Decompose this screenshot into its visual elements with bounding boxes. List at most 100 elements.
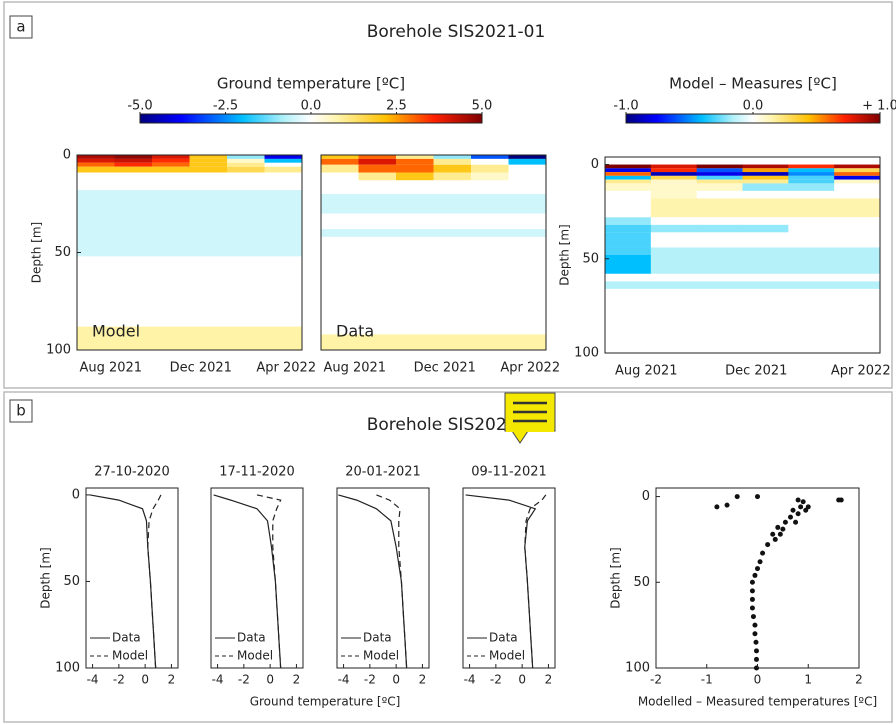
scatter-point [760,550,766,556]
heatmap-cell [114,326,153,350]
heatmap-cell [227,256,265,327]
heatmap-cell [742,217,789,225]
heatmap-cell [321,213,359,230]
y-tick-label: 100 [55,661,80,676]
scatter-point [765,542,771,548]
x-tick-label: 0 [754,673,762,687]
heatmap-cell [650,281,698,289]
heatmap-cell [264,162,303,167]
heatmap-cell [433,172,472,181]
scatter-point [753,665,759,671]
heatmap-cell [742,172,789,176]
y-tick-label: 0 [63,148,71,163]
heatmap-cell [605,172,652,176]
heatmap-cell [508,172,547,181]
heatmap-cell [508,229,547,237]
scatter-point [724,502,730,508]
heatmap-cell [508,180,547,194]
scatter-point [752,572,758,578]
x-axis-label: Modelled – Measured temperatures [ºC] [638,695,877,709]
heatmap-cell [433,213,472,230]
heatmap-cell [321,158,359,165]
heatmap-cell [788,232,835,248]
heatmap-cell [834,172,881,176]
heatmap-cell [788,255,835,274]
panel-b [3,391,893,723]
heatmap-cell [605,164,652,169]
x-tick-label: Dec 2021 [170,361,232,376]
plot-frame [320,154,547,351]
profile-line [376,494,408,669]
heatmap-cell [650,232,698,248]
heatmap-cell [227,172,265,191]
heatmap-cell [742,255,789,274]
heatmap-cell [788,175,835,180]
heatmap-cell [742,288,789,353]
heatmap-cell [650,183,698,191]
scatter-point [755,566,760,572]
heatmap-cell [834,168,881,173]
legend-label: Model [112,649,148,663]
panel-title: Borehole SIS2021-01 [367,22,546,42]
heatmap-cell [227,162,265,167]
heatmap-cell [264,326,303,350]
x-tick-label: Apr 2022 [256,361,316,376]
colorbar-tick-label: 0.0 [301,99,322,114]
heatmap-cell [471,334,509,350]
heatmap-cell [696,190,743,199]
scatter-point [749,596,755,602]
comment-icon[interactable] [504,392,556,444]
heatmap-cell [742,168,789,173]
heatmap-cell [433,334,472,350]
heatmap-cell [189,172,228,191]
heatmap-cell [742,175,789,180]
heatmap-cell [227,166,265,173]
colorbar-title: Ground temperature [ºC] [217,75,405,93]
heatmap-cell [152,155,190,159]
colorbar-tick-label: + 1.0 [862,99,896,114]
heatmap-cell [696,198,743,218]
x-tick-label: -4 [464,673,476,687]
heatmap-cell [650,172,698,176]
heatmap-cell [508,158,547,165]
chart-title: 09-11-2021 [471,465,547,480]
scatter-point [750,614,756,620]
heatmap-cell [152,158,190,163]
x-tick-label: 0 [518,673,526,687]
heatmap-cell [358,172,397,181]
colorbar [139,113,483,124]
scatter-point [790,507,796,513]
heatmap-cell [788,288,835,353]
x-tick-label: -4 [87,673,99,687]
heatmap-cell [227,158,265,163]
legend-label: Model [489,649,525,663]
heatmap-cell [152,256,190,327]
heatmap-cell [834,175,881,180]
panel-caption: Model [92,322,140,341]
heatmap-cell [396,172,434,181]
heatmap-cell [189,190,228,257]
plot-frame [336,487,430,669]
scatter-point [757,559,763,565]
heatmap-cell [152,162,190,167]
heatmap-cell [742,164,789,169]
colorbar-tick-label: -1.0 [613,99,638,114]
heatmap-cell [605,247,652,255]
heatmap-cell [358,236,397,335]
y-axis-label: Depth [m] [609,547,623,608]
heatmap-cell [396,229,434,237]
heatmap-cell [650,164,698,169]
y-tick-label: 50 [54,245,71,260]
plot-frame [210,487,304,669]
heatmap-cell [321,155,359,159]
x-tick-label: 2 [545,673,553,687]
comment-icon-joint [506,430,554,432]
x-tick-label: Aug 2021 [615,364,678,379]
scatter-point [803,507,809,513]
profile-line [256,494,282,669]
heatmap-cell [788,179,835,184]
heatmap-cell [114,256,153,327]
scatter-point [755,494,760,500]
profile-line [147,494,162,669]
